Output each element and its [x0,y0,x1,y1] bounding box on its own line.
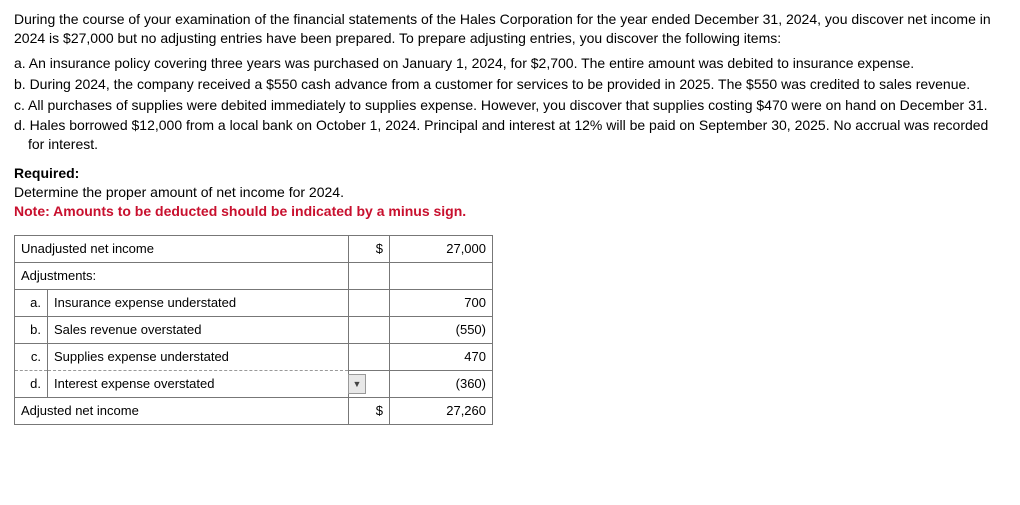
adj-c-letter: c. [15,343,48,370]
unadjusted-label: Unadjusted net income [15,235,349,262]
item-c: c. All purchases of supplies were debite… [28,96,994,115]
row-adj-a: a. Insurance expense understated 700 [15,289,493,316]
blank-val [390,262,493,289]
item-b: b. During 2024, the company received a $… [28,75,994,94]
row-unadjusted: Unadjusted net income $ 27,000 [15,235,493,262]
required-note: Note: Amounts to be deducted should be i… [14,202,994,221]
unadjusted-currency: $ [349,235,390,262]
dropdown-arrow-icon[interactable]: ▼ [348,374,366,394]
adj-b-value[interactable]: (550) [390,316,493,343]
adj-b-letter: b. [15,316,48,343]
adj-d-value[interactable]: (360) [390,370,493,397]
required-label: Required: [14,164,994,183]
adjusted-currency: $ [349,397,390,424]
item-a: a. An insurance policy covering three ye… [28,54,994,73]
adj-a-cur [349,289,390,316]
adj-d-letter: d. [15,370,48,397]
adj-c-cur [349,343,390,370]
adj-d-desc-text: Interest expense overstated [54,376,214,391]
adj-a-value[interactable]: 700 [390,289,493,316]
adj-d-desc[interactable]: Interest expense overstated ▼ [48,370,349,397]
blank-cur [349,262,390,289]
adj-a-desc[interactable]: Insurance expense understated [48,289,349,316]
intro-text: During the course of your examination of… [14,10,994,48]
row-adjusted: Adjusted net income $ 27,260 [15,397,493,424]
adjustments-table: Unadjusted net income $ 27,000 Adjustmen… [14,235,493,425]
adj-c-desc[interactable]: Supplies expense understated [48,343,349,370]
adjusted-value: 27,260 [390,397,493,424]
adjustments-label: Adjustments: [15,262,349,289]
row-adj-d: d. Interest expense overstated ▼ (360) [15,370,493,397]
adj-b-desc[interactable]: Sales revenue overstated [48,316,349,343]
required-task: Determine the proper amount of net incom… [14,183,994,202]
row-adjustments-header: Adjustments: [15,262,493,289]
row-adj-b: b. Sales revenue overstated (550) [15,316,493,343]
item-d: d. Hales borrowed $12,000 from a local b… [28,116,994,154]
unadjusted-value-cell[interactable]: 27,000 [390,235,493,262]
adj-b-cur [349,316,390,343]
row-adj-c: c. Supplies expense understated 470 [15,343,493,370]
adjusted-label: Adjusted net income [15,397,349,424]
adj-c-value[interactable]: 470 [390,343,493,370]
adj-a-letter: a. [15,289,48,316]
